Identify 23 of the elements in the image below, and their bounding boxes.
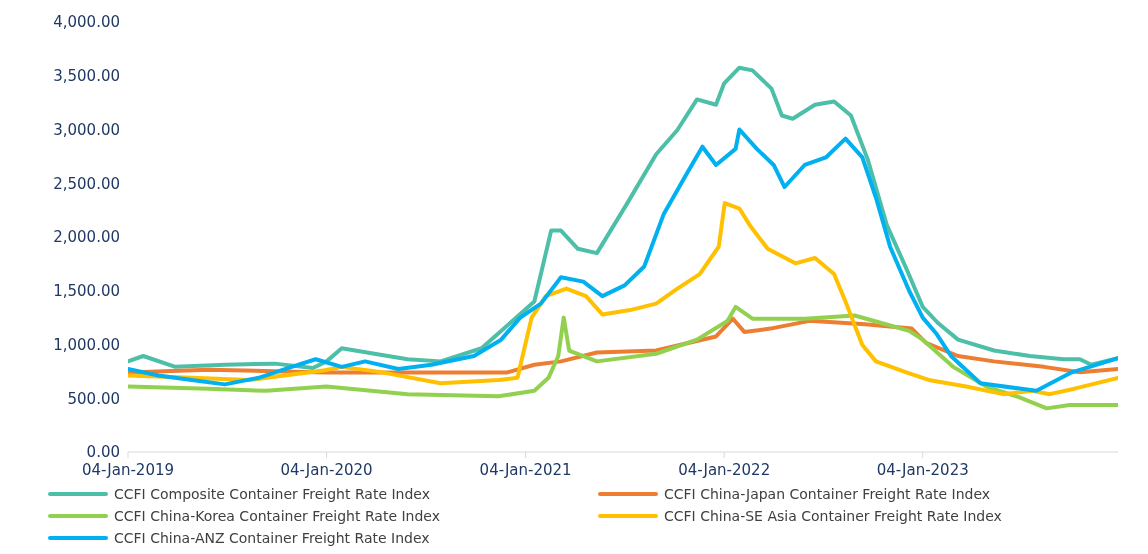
x-tick-label: 04-Jan-2023 [876,460,969,479]
line-series [128,304,1118,411]
y-tick-label: 3,500.00 [53,67,120,86]
x-tick-label: 04-Jan-2022 [678,460,771,479]
y-tick-label: 3,000.00 [53,120,120,139]
legend-label: CCFI China-ANZ Container Freight Rate Index [114,530,430,546]
legend-label: CCFI China-SE Asia Container Freight Rate Index [664,508,1002,524]
x-tick-label: 04-Jan-2021 [479,460,572,479]
y-tick-label: 500.00 [67,389,120,408]
x-tick-label: 04-Jan-2019 [81,460,175,479]
legend-label: CCFI China-Korea Container Freight Rate Index [114,508,441,524]
y-tick-label: 1,500.00 [53,282,120,301]
y-tick-label: 2,500.00 [53,174,120,193]
x-tick-label: 04-Jan-2020 [280,460,373,479]
legend-label: CCFI China-Japan Container Freight Rate Index [664,486,991,502]
line-series [128,127,1118,393]
line-series [128,201,1118,397]
line-series [128,65,1118,370]
y-tick-label: 1,000.00 [53,335,120,354]
y-tick-label: 0.00 [86,443,120,462]
y-tick-label: 4,000.00 [53,13,120,32]
legend-label: CCFI Composite Container Freight Rate Index [114,486,430,502]
y-tick-label: 2,000.00 [53,228,120,247]
